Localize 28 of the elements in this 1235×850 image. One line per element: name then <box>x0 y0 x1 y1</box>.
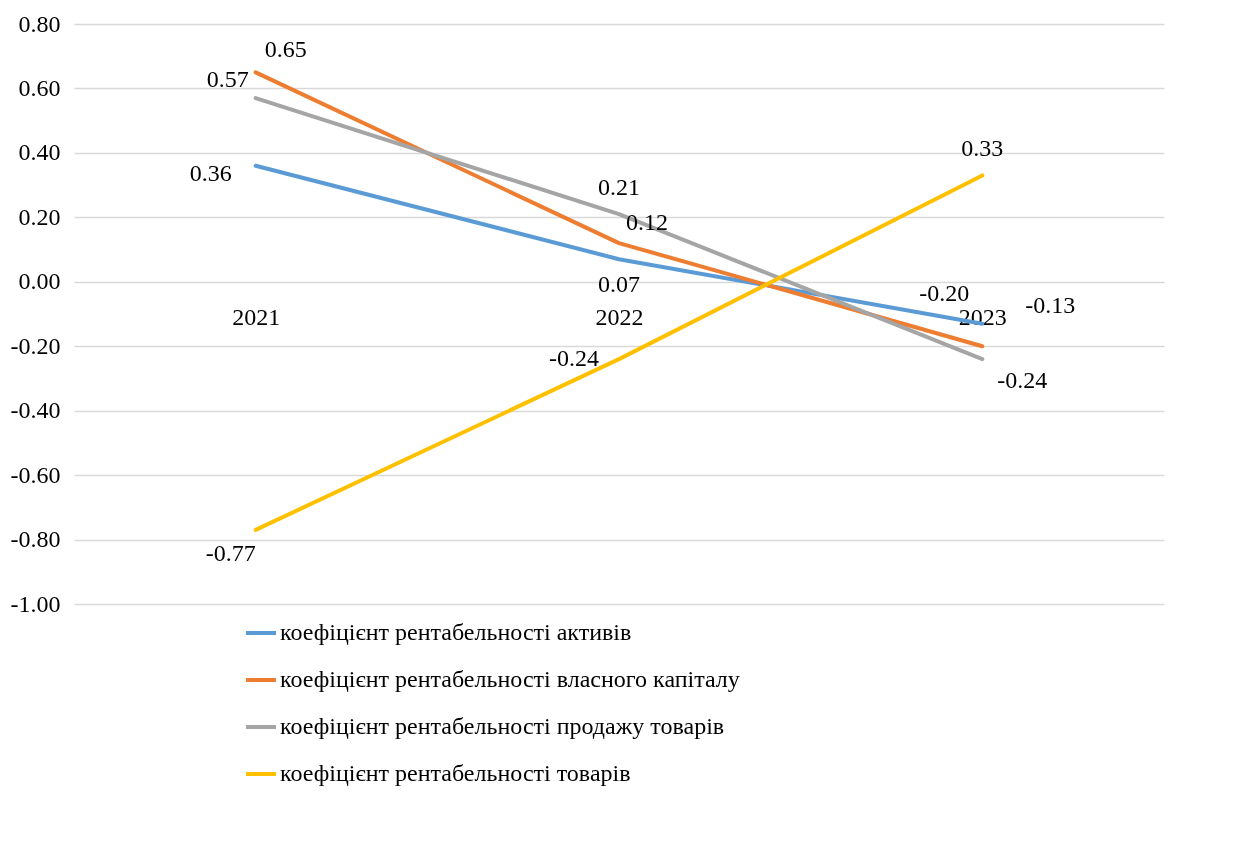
y-tick-label: -0.20 <box>10 332 61 359</box>
data-label: -0.77 <box>205 539 256 566</box>
y-tick-label: -0.60 <box>10 461 61 488</box>
data-label: -0.13 <box>1025 291 1076 318</box>
y-tick-label: -0.80 <box>10 526 61 553</box>
data-label: 0.33 <box>961 135 1004 162</box>
legend-label: коефіцієнт рентабельності товарів <box>280 760 631 786</box>
y-tick-label: 0.60 <box>18 74 61 101</box>
data-label: 0.65 <box>264 36 307 63</box>
data-label: 0.07 <box>598 271 640 298</box>
data-label: -0.24 <box>997 367 1048 394</box>
legend-label: коефіцієнт рентабельності власного капіталу <box>280 666 740 692</box>
x-tick-label: 2022 <box>595 304 644 331</box>
y-tick-label: 0.00 <box>18 268 61 295</box>
data-label: 0.21 <box>598 174 640 201</box>
legend-label: коефіцієнт рентабельності активів <box>280 619 632 645</box>
y-tick-label: 0.40 <box>18 139 61 166</box>
data-label: 0.36 <box>189 159 232 186</box>
y-tick-label: -0.40 <box>10 397 61 424</box>
data-label: -0.20 <box>919 280 970 307</box>
data-label: 0.57 <box>206 66 249 93</box>
y-tick-label: 0.80 <box>18 10 61 37</box>
y-tick-label: -1.00 <box>10 590 61 617</box>
data-label: 0.12 <box>626 209 668 236</box>
legend-label: коефіцієнт рентабельності продажу товарів <box>280 713 725 739</box>
x-tick-label: 2021 <box>232 304 281 331</box>
data-label: -0.24 <box>549 345 599 372</box>
y-tick-label: 0.20 <box>18 203 61 230</box>
